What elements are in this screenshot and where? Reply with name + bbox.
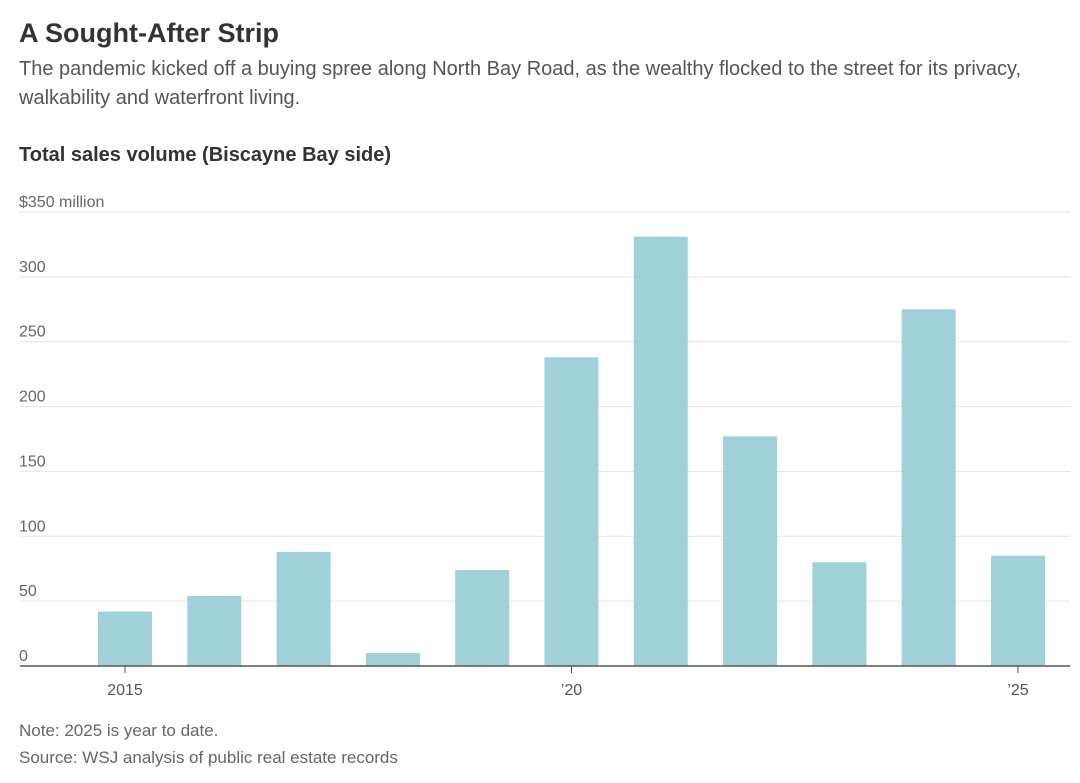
y-tick-label: 200 [19,389,46,406]
bar [276,551,331,666]
y-tick-label: 300 [19,259,46,276]
chart-source: Source: WSJ analysis of public real esta… [19,748,398,767]
bars [98,236,1045,666]
chart-heading: Total sales volume (Biscayne Bay side) [19,144,392,166]
bar [991,555,1045,666]
bar [633,236,688,666]
chart-title: A Sought-After Strip [19,18,279,48]
bar [812,562,867,666]
x-axis [20,665,1070,673]
y-tick-label: 100 [19,518,46,535]
bar [901,309,956,666]
chart-subtitle: The pandemic kicked off a buying spree a… [19,58,1022,109]
y-tick-label: 0 [19,648,28,665]
bar [98,611,152,666]
bar [365,653,420,666]
bar [455,570,510,666]
y-tick-label: $350 million [19,194,104,211]
y-tick-label: 50 [19,583,37,600]
x-tick-label: ’20 [561,682,582,699]
chart-note: Note: 2025 is year to date. [19,721,219,740]
tick-labels: 0 50 100 150 200 250 300 $350 million 2015 ’20 ’25 [19,194,1029,699]
bar [544,357,599,666]
x-tick-label: 2015 [107,682,143,699]
x-tick-label: ’25 [1007,682,1028,699]
bar [723,436,778,666]
y-tick-label: 150 [19,453,46,470]
bar [187,595,242,666]
y-tick-label: 250 [19,324,46,341]
